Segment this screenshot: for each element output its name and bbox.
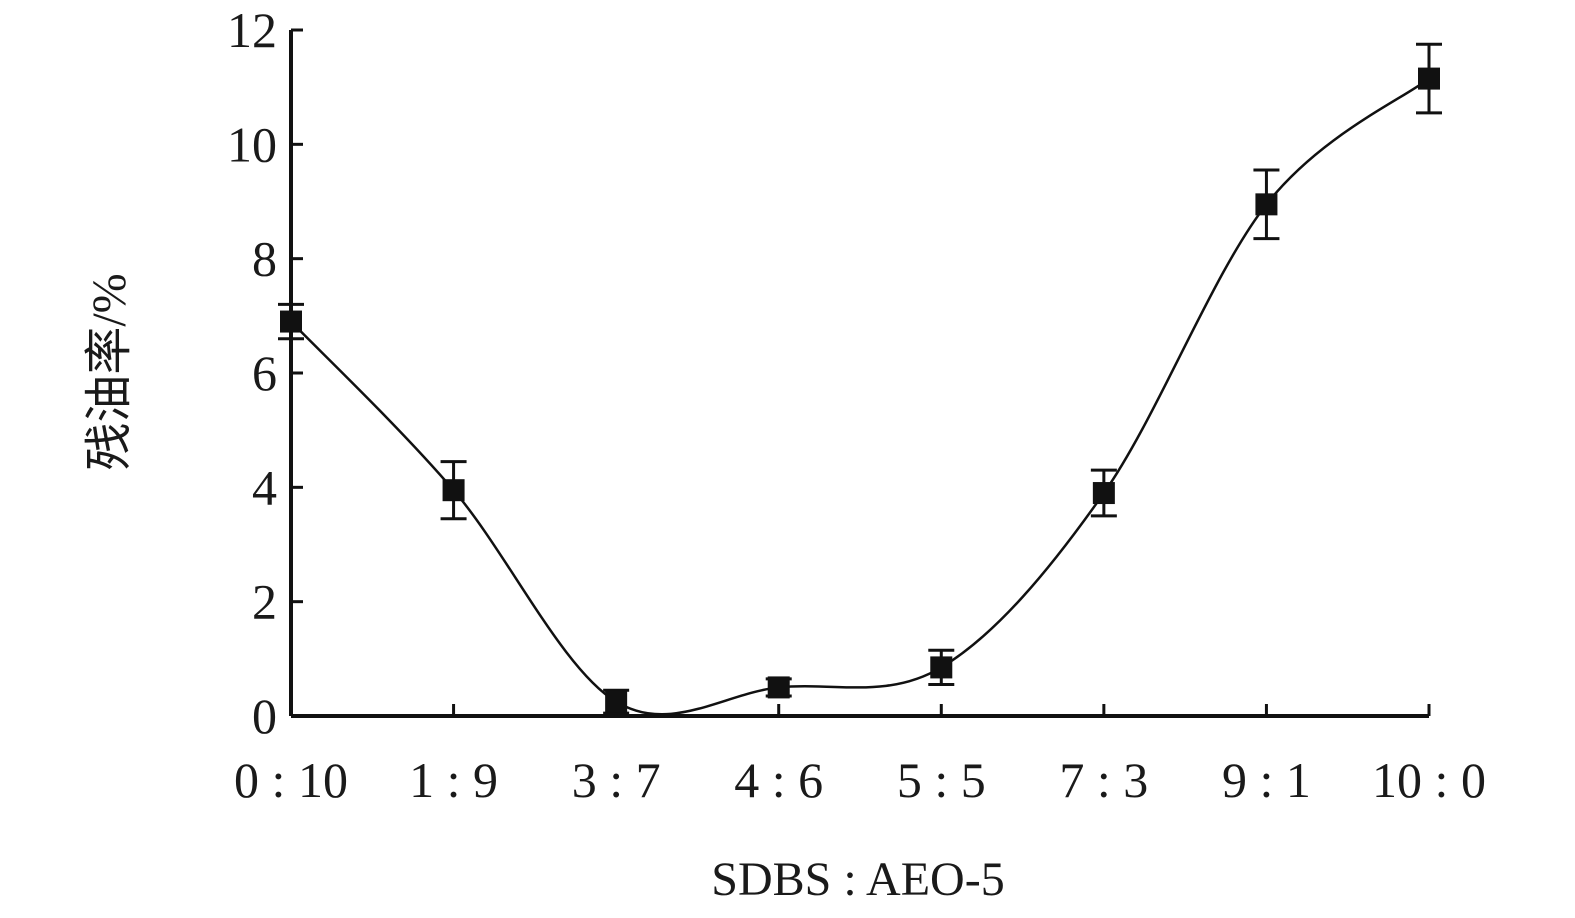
y-tick-label: 10	[227, 116, 277, 172]
x-tick-label: 10 : 0	[1372, 752, 1486, 808]
data-point-marker	[1418, 67, 1440, 90]
y-tick-label: 8	[252, 231, 277, 287]
y-tick-label: 0	[252, 688, 277, 744]
data-point-marker	[280, 310, 302, 333]
y-axis-title: 残油率/%	[83, 273, 136, 470]
y-tick-label: 4	[252, 459, 277, 515]
data-point-marker	[442, 479, 465, 502]
x-tick-label: 5 : 5	[897, 752, 986, 808]
x-tick-label: 7 : 3	[1059, 752, 1148, 808]
data-point-marker	[930, 656, 953, 679]
x-axis-title: SDBS : AEO-5	[711, 853, 1004, 906]
errorbar-layer	[278, 42, 1442, 715]
x-tick-label: 0 : 10	[234, 752, 348, 808]
x-tick-label: 3 : 7	[572, 752, 661, 808]
x-tick-label: 4 : 6	[734, 752, 823, 808]
series-line	[290, 77, 1430, 716]
y-tick-label: 12	[227, 2, 277, 58]
y-tick-label: 6	[252, 345, 277, 401]
marker-layer	[280, 67, 1440, 713]
data-point-marker	[767, 676, 790, 699]
tick-label-layer: 0 2 4 6 8 10 12 0 : 10 1 : 9 3 : 7 4 : 6 5 : 5 7 : 3…	[227, 2, 1486, 808]
curve-layer	[290, 77, 1430, 716]
axes	[289, 28, 1431, 718]
data-point-marker	[1255, 193, 1278, 216]
y-tick-label: 2	[252, 574, 277, 630]
x-tick-label: 1 : 9	[409, 752, 498, 808]
data-point-marker	[605, 690, 628, 713]
data-point-marker	[1092, 482, 1115, 505]
x-tick-label: 9 : 1	[1222, 752, 1311, 808]
